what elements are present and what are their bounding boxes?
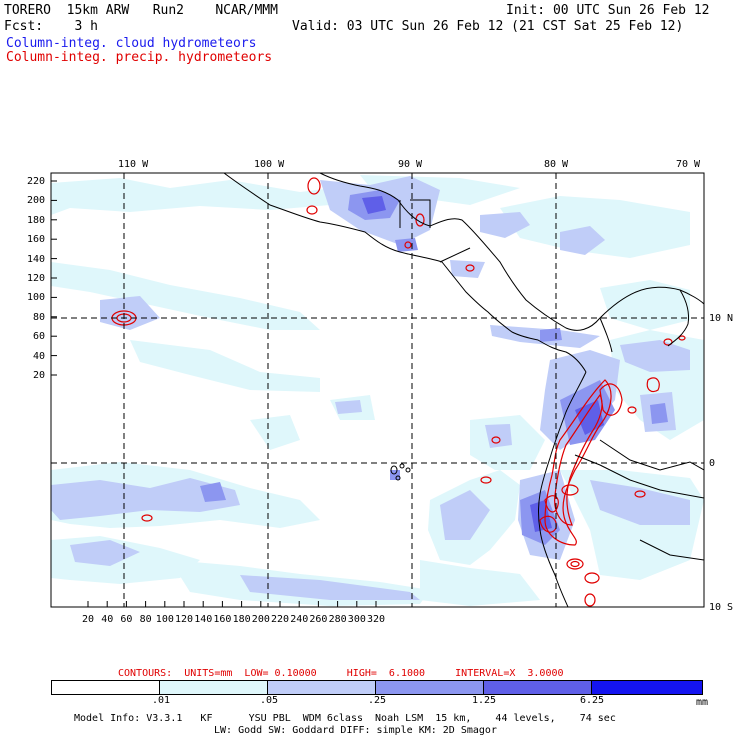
precip-field-label: Column-integ. precip. hydrometeors [6,50,273,65]
coastlines [223,173,704,607]
grid-y-label: 180 [26,214,45,226]
grid-x-label: 140 [194,614,213,625]
grid-y-label: 220 [26,176,45,187]
lon-label: 80 W [544,159,569,170]
lon-label: 100 W [254,159,285,170]
grid-x-label: 100 [155,614,174,625]
grid-y-label: 160 [26,234,45,246]
legend-swatch-1 [159,680,268,695]
legend-threshold-4: 6.25 [580,695,605,706]
galapagos-islands [390,463,411,481]
grid-y-label: 200 [26,195,45,207]
legend-swatch-3 [375,680,484,695]
grid-y-label: 100 [26,292,45,304]
model-info-line2: LW: Godd SW: Goddard DIFF: simple KM: 2D… [214,725,497,736]
grid-x-label: 280 [328,614,347,625]
legend-threshold-0: .01 [152,695,171,706]
legend-units: mm [696,697,709,708]
grid-x-label: 320 [367,614,386,625]
grid-x-label: 260 [309,614,328,625]
graticule [51,173,704,607]
grid-y-label: 120 [26,273,45,284]
contour-info: CONTOURS: UNITS=mm LOW= 0.10000 HIGH= 6.… [118,668,564,679]
legend-threshold-2: .25 [368,695,387,706]
grid-x-label: 80 [139,614,152,625]
legend-swatch-0 [51,680,160,695]
grid-y-label: 40 [32,350,45,362]
grid-x-label: 220 [271,614,290,625]
grid-x-label: 240 [290,614,309,625]
lon-label: 110 W [118,159,149,170]
legend-swatch-2 [267,680,376,695]
lat-label: 10 S [709,602,734,613]
axis-ticks [51,180,377,607]
legend-swatch-5 [591,680,703,695]
grid-y-label: 20 [32,370,45,381]
cloud-field-label: Column-integ. cloud hydrometeors [6,36,257,51]
grid-y-label: 80 [32,311,45,323]
model-info-line1: Model Info: V3.3.1 KF YSU PBL WDM 6class… [74,713,616,724]
grid-y-label: 140 [26,253,45,265]
init-time: Init: 00 UTC Sun 26 Feb 12 [506,3,710,18]
legend-threshold-1: .05 [260,695,279,706]
grid-x-label: 180 [232,614,251,625]
grid-y-label: 60 [32,331,45,343]
grid-x-label: 200 [251,614,270,625]
forecast-hour: Fcst: 3 h [4,19,98,34]
grid-x-label: 20 [82,614,95,625]
legend-threshold-3: 1.25 [472,695,497,706]
grid-x-label: 60 [120,614,133,625]
lon-label: 70 W [676,159,701,170]
lat-label: 10 N [709,313,734,324]
valid-time: Valid: 03 UTC Sun 26 Feb 12 (21 CST Sat … [292,19,684,34]
grid-x-label: 300 [347,614,366,625]
grid-x-label: 120 [175,614,194,625]
plot-frame [50,172,705,608]
grid-x-label: 160 [213,614,232,625]
grid-x-label: 40 [101,614,114,625]
model-title: TORERO 15km ARW Run2 NCAR/MMM [4,3,278,18]
lat-label: 0 [709,458,716,469]
legend-swatch-4 [483,680,592,695]
lon-label: 90 W [398,159,423,170]
